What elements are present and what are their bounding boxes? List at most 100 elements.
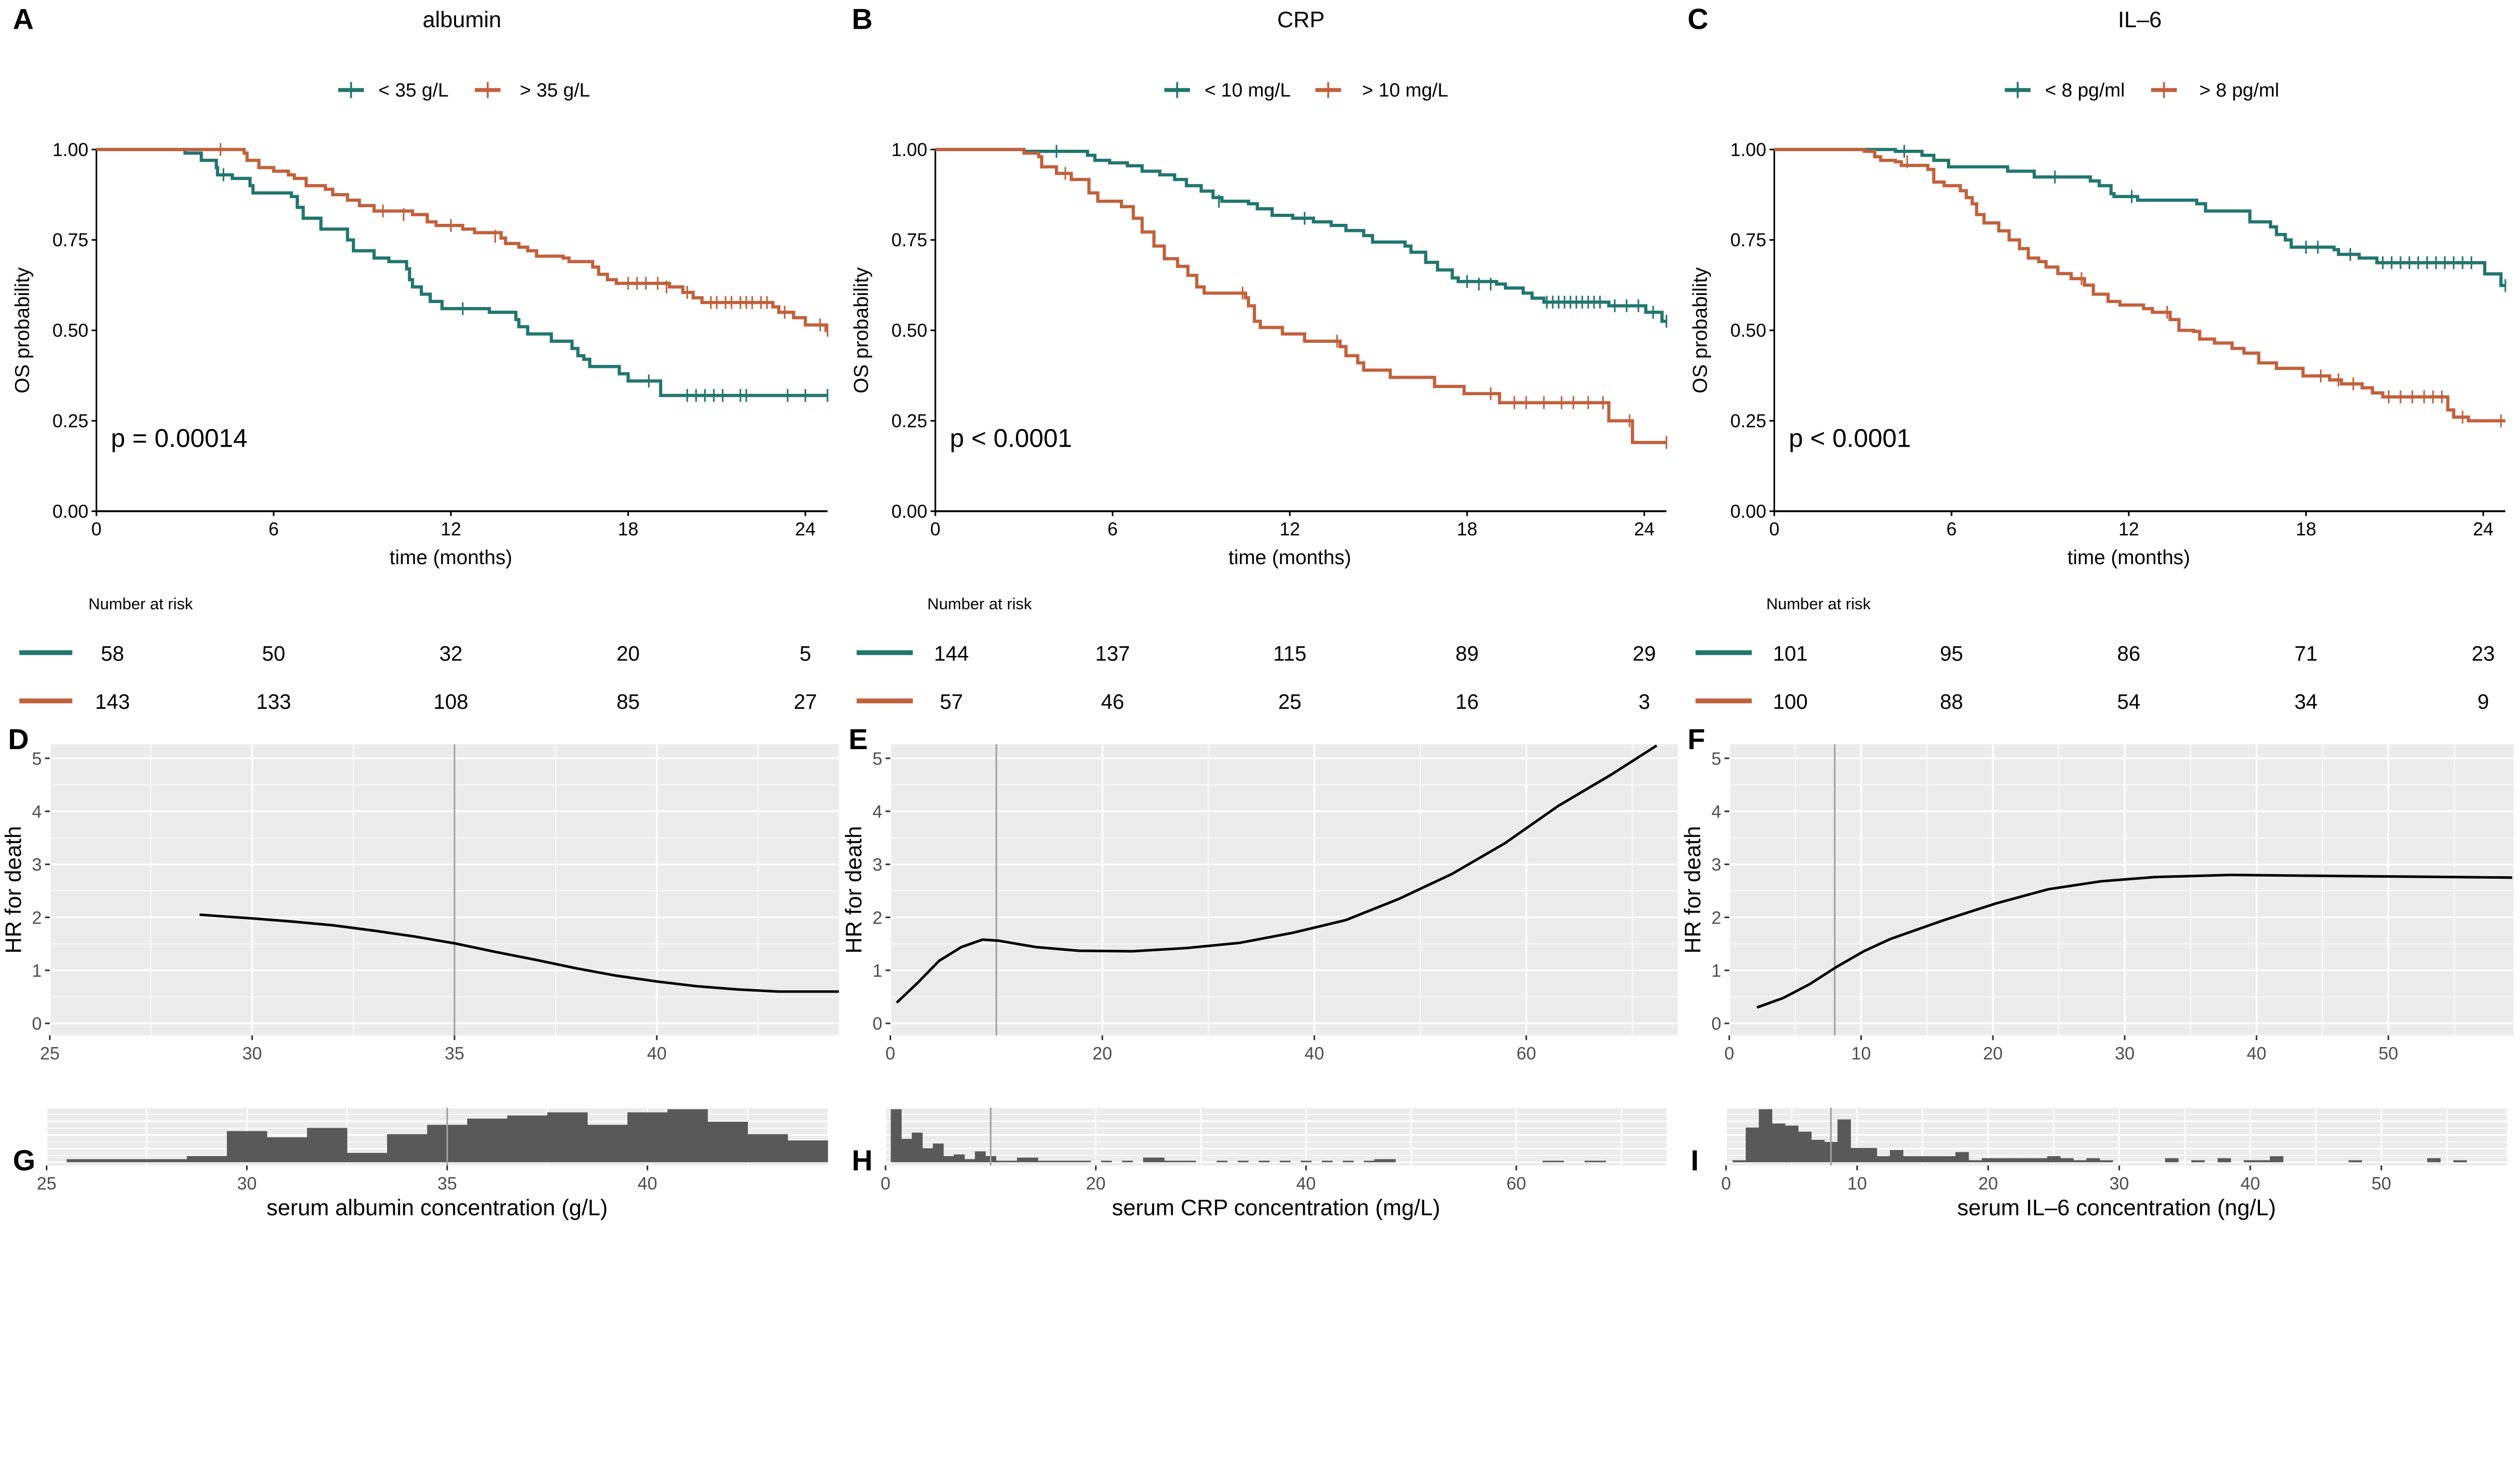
hr-panel-e: E 0 1 2 3 4 5 0 20 40 60 HR for death bbox=[842, 723, 1678, 1063]
histogram-bar bbox=[227, 1131, 268, 1163]
histogram-bar bbox=[1027, 1157, 1039, 1163]
p-value: p < 0.0001 bbox=[1789, 423, 1911, 452]
legend-item: > 35 g/L bbox=[475, 79, 590, 101]
p-value: p < 0.0001 bbox=[950, 423, 1073, 452]
x-tick-label: 0 bbox=[91, 519, 101, 539]
x-tick-label: 10 bbox=[1851, 1044, 1871, 1063]
panel-label: H bbox=[852, 1144, 872, 1177]
plot-background bbox=[886, 1108, 1667, 1166]
histogram-bar bbox=[1850, 1148, 1864, 1163]
histogram-bar bbox=[387, 1134, 428, 1163]
histogram-bar bbox=[1069, 1161, 1081, 1163]
legend-item: > 8 pg/ml bbox=[2151, 79, 2279, 101]
risk-count: 5 bbox=[799, 642, 811, 665]
y-tick-label: 0.50 bbox=[52, 320, 88, 341]
legend-label: > 8 pg/ml bbox=[2199, 79, 2279, 101]
histogram-bar bbox=[1048, 1161, 1059, 1163]
hazard-ratio-curve bbox=[896, 744, 1658, 1004]
hr-panel-d: D 0 1 2 3 4 5 25 30 35 40 HR for death bbox=[1, 723, 839, 1063]
histogram-bar bbox=[1889, 1150, 1904, 1163]
y-axis-title: OS probability bbox=[1689, 267, 1711, 393]
risk-count: 133 bbox=[256, 690, 291, 713]
risk-count: 32 bbox=[439, 642, 463, 665]
x-tick-label: 30 bbox=[2115, 1044, 2134, 1063]
legend-label: < 10 mg/L bbox=[1205, 79, 1291, 101]
histogram-bar bbox=[1280, 1161, 1291, 1163]
histogram-bar bbox=[1942, 1156, 1956, 1163]
y-tick-label: 5 bbox=[872, 749, 883, 769]
x-axis-title: time (months) bbox=[390, 546, 513, 569]
histogram-bar bbox=[1553, 1161, 1564, 1163]
y-tick-label: 0.75 bbox=[52, 230, 88, 251]
risk-count: 3 bbox=[1639, 690, 1650, 713]
y-tick-label: 5 bbox=[32, 749, 42, 769]
histogram-bar bbox=[1343, 1161, 1354, 1163]
y-axis-title: HR for death bbox=[1681, 826, 1706, 953]
y-tick-label: 0.50 bbox=[892, 320, 927, 341]
x-tick-label: 0 bbox=[1721, 1174, 1731, 1194]
plot-background bbox=[49, 744, 839, 1035]
risk-count: 50 bbox=[262, 642, 285, 665]
risk-count: 101 bbox=[1773, 642, 1808, 665]
histogram-bar bbox=[1955, 1152, 1969, 1163]
y-tick-label: 0.25 bbox=[892, 410, 927, 431]
y-tick-label: 0 bbox=[32, 1014, 42, 1034]
x-tick-label: 50 bbox=[2371, 1174, 2391, 1194]
risk-table: Number at risk 144 137 115 89 29 57 46 25 16 3 bbox=[856, 595, 1656, 713]
histogram-bar bbox=[2191, 1160, 2205, 1163]
histogram-bar bbox=[106, 1159, 147, 1163]
risk-count: 58 bbox=[101, 642, 124, 665]
legend-item: < 10 mg/L bbox=[1164, 79, 1291, 101]
x-tick-label: 24 bbox=[795, 519, 816, 539]
x-tick-label: 0 bbox=[880, 1174, 891, 1194]
legend-item: < 35 g/L bbox=[338, 79, 449, 101]
histogram-bar bbox=[954, 1154, 965, 1163]
risk-count: 23 bbox=[2472, 642, 2495, 665]
y-tick-label: 2 bbox=[32, 908, 42, 928]
panel-title: CRP bbox=[1277, 8, 1325, 32]
histogram-bar bbox=[2047, 1156, 2061, 1163]
x-tick-label: 0 bbox=[1769, 519, 1779, 539]
histogram-bar bbox=[627, 1112, 668, 1163]
histogram-bar bbox=[1164, 1161, 1175, 1163]
risk-count: 108 bbox=[433, 690, 468, 713]
x-tick-label: 25 bbox=[37, 1174, 56, 1194]
histogram-bar bbox=[2256, 1160, 2271, 1163]
y-tick-label: 2 bbox=[872, 908, 883, 928]
histogram-bar bbox=[922, 1148, 933, 1163]
x-tick-label: 40 bbox=[2247, 1044, 2266, 1063]
histogram-bar bbox=[1595, 1161, 1606, 1163]
x-tick-label: 35 bbox=[437, 1174, 457, 1194]
legend-item: < 8 pg/ml bbox=[2004, 79, 2125, 101]
y-tick-label: 3 bbox=[872, 855, 883, 875]
y-tick-label: 0.25 bbox=[1730, 410, 1766, 431]
x-tick-label: 60 bbox=[1506, 1174, 1526, 1194]
legend-label: > 35 g/L bbox=[520, 79, 590, 101]
x-tick-label: 35 bbox=[445, 1044, 464, 1063]
legend-item: > 10 mg/L bbox=[1315, 79, 1448, 101]
risk-count: 100 bbox=[1773, 690, 1808, 713]
km-panel-b: B CRP < 10 mg/L > 10 mg/L 0.00 0.25 0.50 0.75 1.… bbox=[850, 3, 1668, 569]
risk-count: 29 bbox=[1632, 642, 1656, 665]
histogram-panel-g: G25 30 35 40 serum albumin concentration (g/… bbox=[13, 1107, 828, 1221]
histogram-bar bbox=[2007, 1158, 2022, 1163]
histogram-bar bbox=[267, 1137, 307, 1163]
histogram-bar bbox=[1837, 1119, 1851, 1163]
histogram-bar bbox=[2453, 1160, 2467, 1163]
x-tick-label: 60 bbox=[1517, 1044, 1536, 1063]
risk-table: Number at risk 101 95 86 71 23 100 88 54 34 9 bbox=[1695, 595, 2495, 713]
risk-count: 71 bbox=[2294, 642, 2317, 665]
risk-count: 86 bbox=[2117, 642, 2140, 665]
histogram-bar bbox=[2034, 1158, 2048, 1163]
histogram-bar bbox=[1981, 1158, 1995, 1163]
x-tick-label: 12 bbox=[440, 519, 461, 539]
y-tick-label: 0 bbox=[1712, 1014, 1722, 1034]
histogram-bar bbox=[147, 1159, 187, 1163]
survival-curve-low bbox=[935, 148, 1667, 323]
y-axis-title: OS probability bbox=[11, 267, 33, 393]
histogram-bar bbox=[1059, 1161, 1070, 1163]
histogram-bar bbox=[1758, 1109, 1773, 1163]
x-tick-label: 40 bbox=[1304, 1044, 1324, 1063]
histogram-bar bbox=[1374, 1159, 1385, 1163]
panel-title: albumin bbox=[422, 8, 501, 32]
